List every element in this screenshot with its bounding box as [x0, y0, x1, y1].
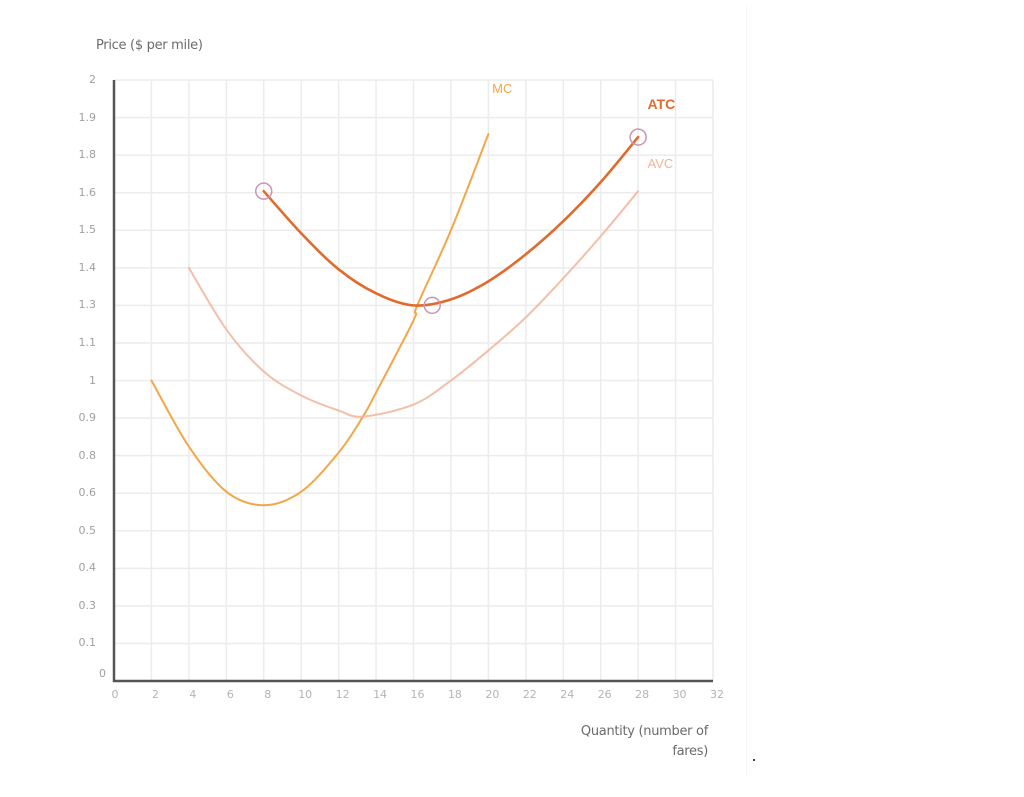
- x-tick-label: 22: [522, 688, 537, 701]
- x-tick-label: 30: [672, 688, 687, 701]
- y-tick-label: 0.4: [78, 561, 97, 575]
- x-axis-title: Quantity (number of fares): [520, 722, 708, 762]
- x-tick-label: 24: [560, 688, 575, 701]
- y-tick-label: 2: [89, 73, 96, 86]
- curve-label-mc: MC: [492, 81, 513, 96]
- y-tick-label: 0: [99, 667, 106, 680]
- y-tick-label: 0.6: [78, 486, 97, 500]
- x-axis-title-line-2: fares): [672, 744, 708, 759]
- x-tick-label: 12: [335, 688, 350, 701]
- x-tick-label: 6: [226, 688, 234, 701]
- y-tick-label: 0.9: [78, 411, 97, 425]
- curve-mc: [150, 133, 490, 507]
- y-axis-title: Price ($ per mile): [96, 38, 203, 53]
- period-mark: [753, 759, 755, 761]
- panel-divider: [746, 6, 747, 776]
- y-tick-label: 1.5: [78, 223, 97, 237]
- x-tick-label: 16: [410, 688, 425, 701]
- x-tick-label: 0: [111, 688, 119, 701]
- y-tick-label: 0.5: [78, 523, 97, 537]
- x-tick-label: 4: [189, 688, 197, 701]
- point-marker-circle: [629, 128, 647, 146]
- x-tick-label: 10: [298, 688, 313, 701]
- y-tick-label: 1.4: [78, 260, 97, 274]
- y-tick-label: 0.8: [78, 448, 97, 462]
- curve-label-avc: AVC: [647, 156, 674, 172]
- x-tick-label: 8: [264, 688, 272, 701]
- x-tick-label: 32: [710, 688, 724, 701]
- y-tick-label: 1.6: [78, 185, 97, 199]
- curve-atc: [262, 135, 640, 307]
- y-tick-label: 0.1: [78, 636, 97, 650]
- x-tick-label: 18: [447, 688, 462, 701]
- curve-avc: [187, 190, 640, 418]
- y-tick-label: 1: [89, 373, 96, 387]
- y-tick-label: 1.3: [78, 298, 97, 312]
- y-tick-label: 1.8: [78, 148, 97, 162]
- x-tick-label: 26: [597, 688, 612, 701]
- x-tick-label: 20: [485, 688, 500, 701]
- x-tick-label: 2: [151, 688, 159, 701]
- curve-label-atc: ATC: [647, 96, 676, 113]
- point-marker-circle: [423, 296, 441, 315]
- y-tick-label: 0.3: [78, 598, 97, 612]
- x-axis-title-line-1: Quantity (number of: [580, 724, 708, 739]
- point-marker-circle: [255, 182, 273, 200]
- x-tick-label: 28: [635, 688, 650, 701]
- y-tick-label: 1.1: [78, 335, 97, 349]
- x-tick-label: 14: [373, 688, 388, 701]
- y-tick-label: 1.9: [78, 110, 97, 124]
